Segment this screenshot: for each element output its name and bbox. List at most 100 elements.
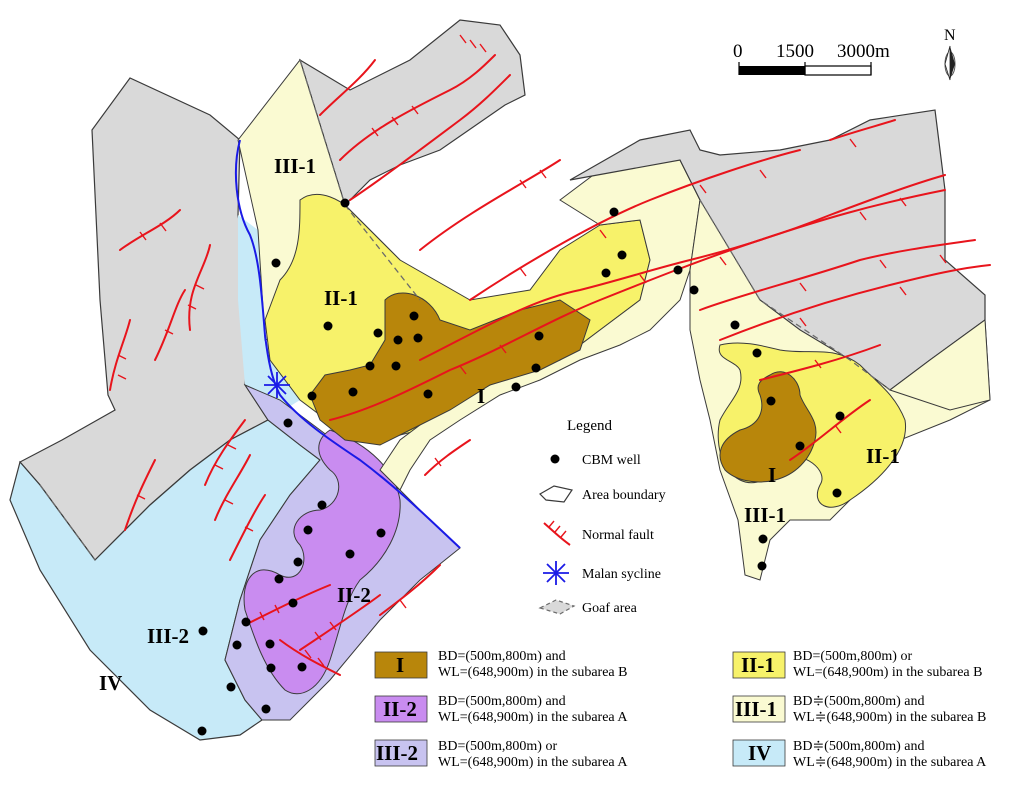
cbm-well xyxy=(241,617,251,627)
cbm-well xyxy=(307,391,317,401)
cbm-well xyxy=(832,488,842,498)
fault-5 xyxy=(469,149,801,301)
legend-swatch-iii-1 xyxy=(732,695,786,723)
goaf-edge-west xyxy=(39,484,96,561)
legend-swatch-iv xyxy=(732,739,786,767)
syncline-star-marker xyxy=(264,372,290,398)
goaf-area-icon xyxy=(538,599,576,615)
cbm-well xyxy=(391,361,401,371)
cbm-well xyxy=(345,549,355,559)
legend-code-ii-2: II-2 xyxy=(383,697,417,721)
legend-desc-iii-2-line1: BD=(500m,800m) or xyxy=(438,739,557,754)
legend-label-area-boundary: Area boundary xyxy=(582,488,666,503)
legend-swatch-ii-1 xyxy=(732,651,786,679)
cbm-well xyxy=(835,411,845,421)
cbm-well xyxy=(409,311,419,321)
fault-17 xyxy=(204,419,246,486)
cbm-well xyxy=(198,626,208,636)
legend-desc-ii-1-line1: BD=(500m,800m) or xyxy=(793,649,912,664)
cbm-well xyxy=(288,598,298,608)
fault-10 xyxy=(759,344,881,381)
cbm-well xyxy=(609,207,619,217)
cbm-well xyxy=(757,561,767,571)
cbm-wells xyxy=(197,198,845,736)
cbm-well xyxy=(283,418,293,428)
cbm-well xyxy=(511,382,521,392)
fault-1 xyxy=(339,54,496,161)
normal-faults xyxy=(109,54,991,676)
zone-iv-north-strip xyxy=(238,215,300,420)
fault-2 xyxy=(349,74,511,201)
fault-3 xyxy=(319,59,376,116)
fault-20 xyxy=(229,494,266,561)
cbm-well xyxy=(534,331,544,341)
scale-tick-1500: 1500 xyxy=(776,41,814,62)
legend-label-goaf: Goaf area xyxy=(582,601,638,616)
malan-syncline-line xyxy=(234,139,461,549)
fault-ticks xyxy=(117,34,947,667)
goaf-area-east-corner xyxy=(888,319,991,411)
cbm-well xyxy=(323,321,333,331)
zone-label-ii-2: II-2 xyxy=(337,583,371,607)
fault-8 xyxy=(699,239,976,311)
normal-fault-icon xyxy=(543,520,571,546)
zone-legend: I BD=(500m,800m) and WL=(648,900m) in th… xyxy=(374,649,987,770)
legend-desc-i-line1: BD=(500m,800m) and xyxy=(438,649,566,664)
cbm-well xyxy=(617,250,627,260)
fault-23 xyxy=(279,639,341,676)
legend-desc-iii-1-line2: WL≑(648,900m) in the subarea B xyxy=(793,710,986,725)
fault-13 xyxy=(119,209,181,251)
cbm-well xyxy=(340,198,350,208)
legend-desc-iv-line2: WL≑(648,900m) in the subarea A xyxy=(793,755,987,770)
legend-code-ii-1: II-1 xyxy=(741,653,775,677)
cbm-well xyxy=(197,726,207,736)
legend-label-normal-fault: Normal fault xyxy=(582,528,654,543)
legend-desc-ii-2-line1: BD=(500m,800m) and xyxy=(438,694,566,709)
cbm-well xyxy=(795,441,805,451)
legend-swatch-ii-2 xyxy=(374,695,428,723)
cbm-well xyxy=(393,335,403,345)
cbm-well xyxy=(297,662,307,672)
fault-4 xyxy=(419,159,561,251)
fault-15 xyxy=(154,289,186,361)
fault-18 xyxy=(214,454,251,521)
cbm-well xyxy=(730,320,740,330)
cbm-well xyxy=(373,328,383,338)
legend-label-cbm-well: CBM well xyxy=(582,453,641,468)
legend-title: Legend xyxy=(567,418,612,434)
legend-code-i: I xyxy=(396,653,404,677)
syncline-icon xyxy=(543,561,569,585)
fault-14 xyxy=(188,244,211,331)
goaf-edge-north xyxy=(299,59,346,206)
cbm-well xyxy=(293,557,303,567)
legend-swatch-i xyxy=(374,651,428,679)
cbm-well xyxy=(317,500,327,510)
cbm-well xyxy=(348,387,358,397)
fault-7 xyxy=(329,189,946,421)
svg-text:N: N xyxy=(944,27,956,44)
goaf-edge-north-2 xyxy=(344,204,421,301)
legend-desc-iii-1-line1: BD≑(500m,800m) and xyxy=(793,694,925,709)
goaf-edge-east xyxy=(699,199,891,391)
cbm-well xyxy=(303,525,313,535)
fault-6 xyxy=(419,174,946,361)
cbm-well xyxy=(232,640,242,650)
legend-label-syncline: Malan sycline xyxy=(582,567,661,582)
scale-bar: 0 1500 3000m xyxy=(733,41,890,76)
cbm-well xyxy=(758,534,768,544)
cbm-well xyxy=(601,268,611,278)
cbm-well xyxy=(413,333,423,343)
north-arrow-icon: N xyxy=(944,27,956,81)
legend-desc-iii-2-line2: WL=(648,900m) in the subarea A xyxy=(438,755,628,770)
legend-code-iv: IV xyxy=(748,741,771,765)
cbm-well xyxy=(689,285,699,295)
fault-24 xyxy=(379,564,441,616)
cbm-well xyxy=(274,574,284,584)
cbm-well xyxy=(766,396,776,406)
zone-label-ii-1-east: II-1 xyxy=(866,444,900,468)
legend-desc-i-line2: WL=(648,900m) in the subarea B xyxy=(438,665,627,680)
area-boundary-icon xyxy=(539,485,573,503)
legend-swatch-iii-2 xyxy=(374,739,428,767)
